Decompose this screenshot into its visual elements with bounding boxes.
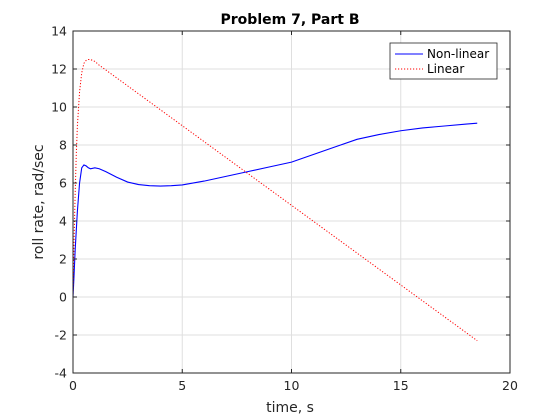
y-tick-label-7: 10 (51, 100, 67, 115)
y-tick-label-5: 6 (59, 176, 67, 191)
legend-label-linear: Linear (427, 62, 464, 76)
y-tick-label-6: 8 (59, 138, 67, 153)
y-tick-label-9: 14 (51, 24, 67, 39)
y-tick-label-0: -4 (55, 366, 68, 381)
y-tick-label-1: -2 (55, 328, 67, 343)
x-tick-label-3: 15 (393, 378, 409, 393)
y-axis-label: roll rate, rad/sec (31, 144, 47, 259)
y-tick-label-8: 12 (51, 62, 67, 77)
x-tick-label-1: 5 (178, 378, 186, 393)
y-tick-label-4: 4 (59, 214, 67, 229)
x-tick-label-4: 20 (502, 378, 518, 393)
legend-box (389, 42, 498, 80)
x-axis-label: time, s (266, 400, 314, 416)
x-tick-label-2: 10 (284, 378, 300, 393)
legend-label-non-linear: Non-linear (427, 47, 489, 61)
y-tick-label-2: 0 (59, 290, 67, 305)
chart-title: Problem 7, Part B (221, 12, 360, 28)
x-tick-label-0: 0 (69, 378, 77, 393)
y-tick-label-3: 2 (59, 252, 67, 267)
series-line-linear (72, 59, 478, 342)
plot-area: 0 5 10 15 20 -4 -2 0 2 4 6 8 10 12 14 (51, 24, 518, 394)
series-line-non-linear (72, 122, 478, 298)
